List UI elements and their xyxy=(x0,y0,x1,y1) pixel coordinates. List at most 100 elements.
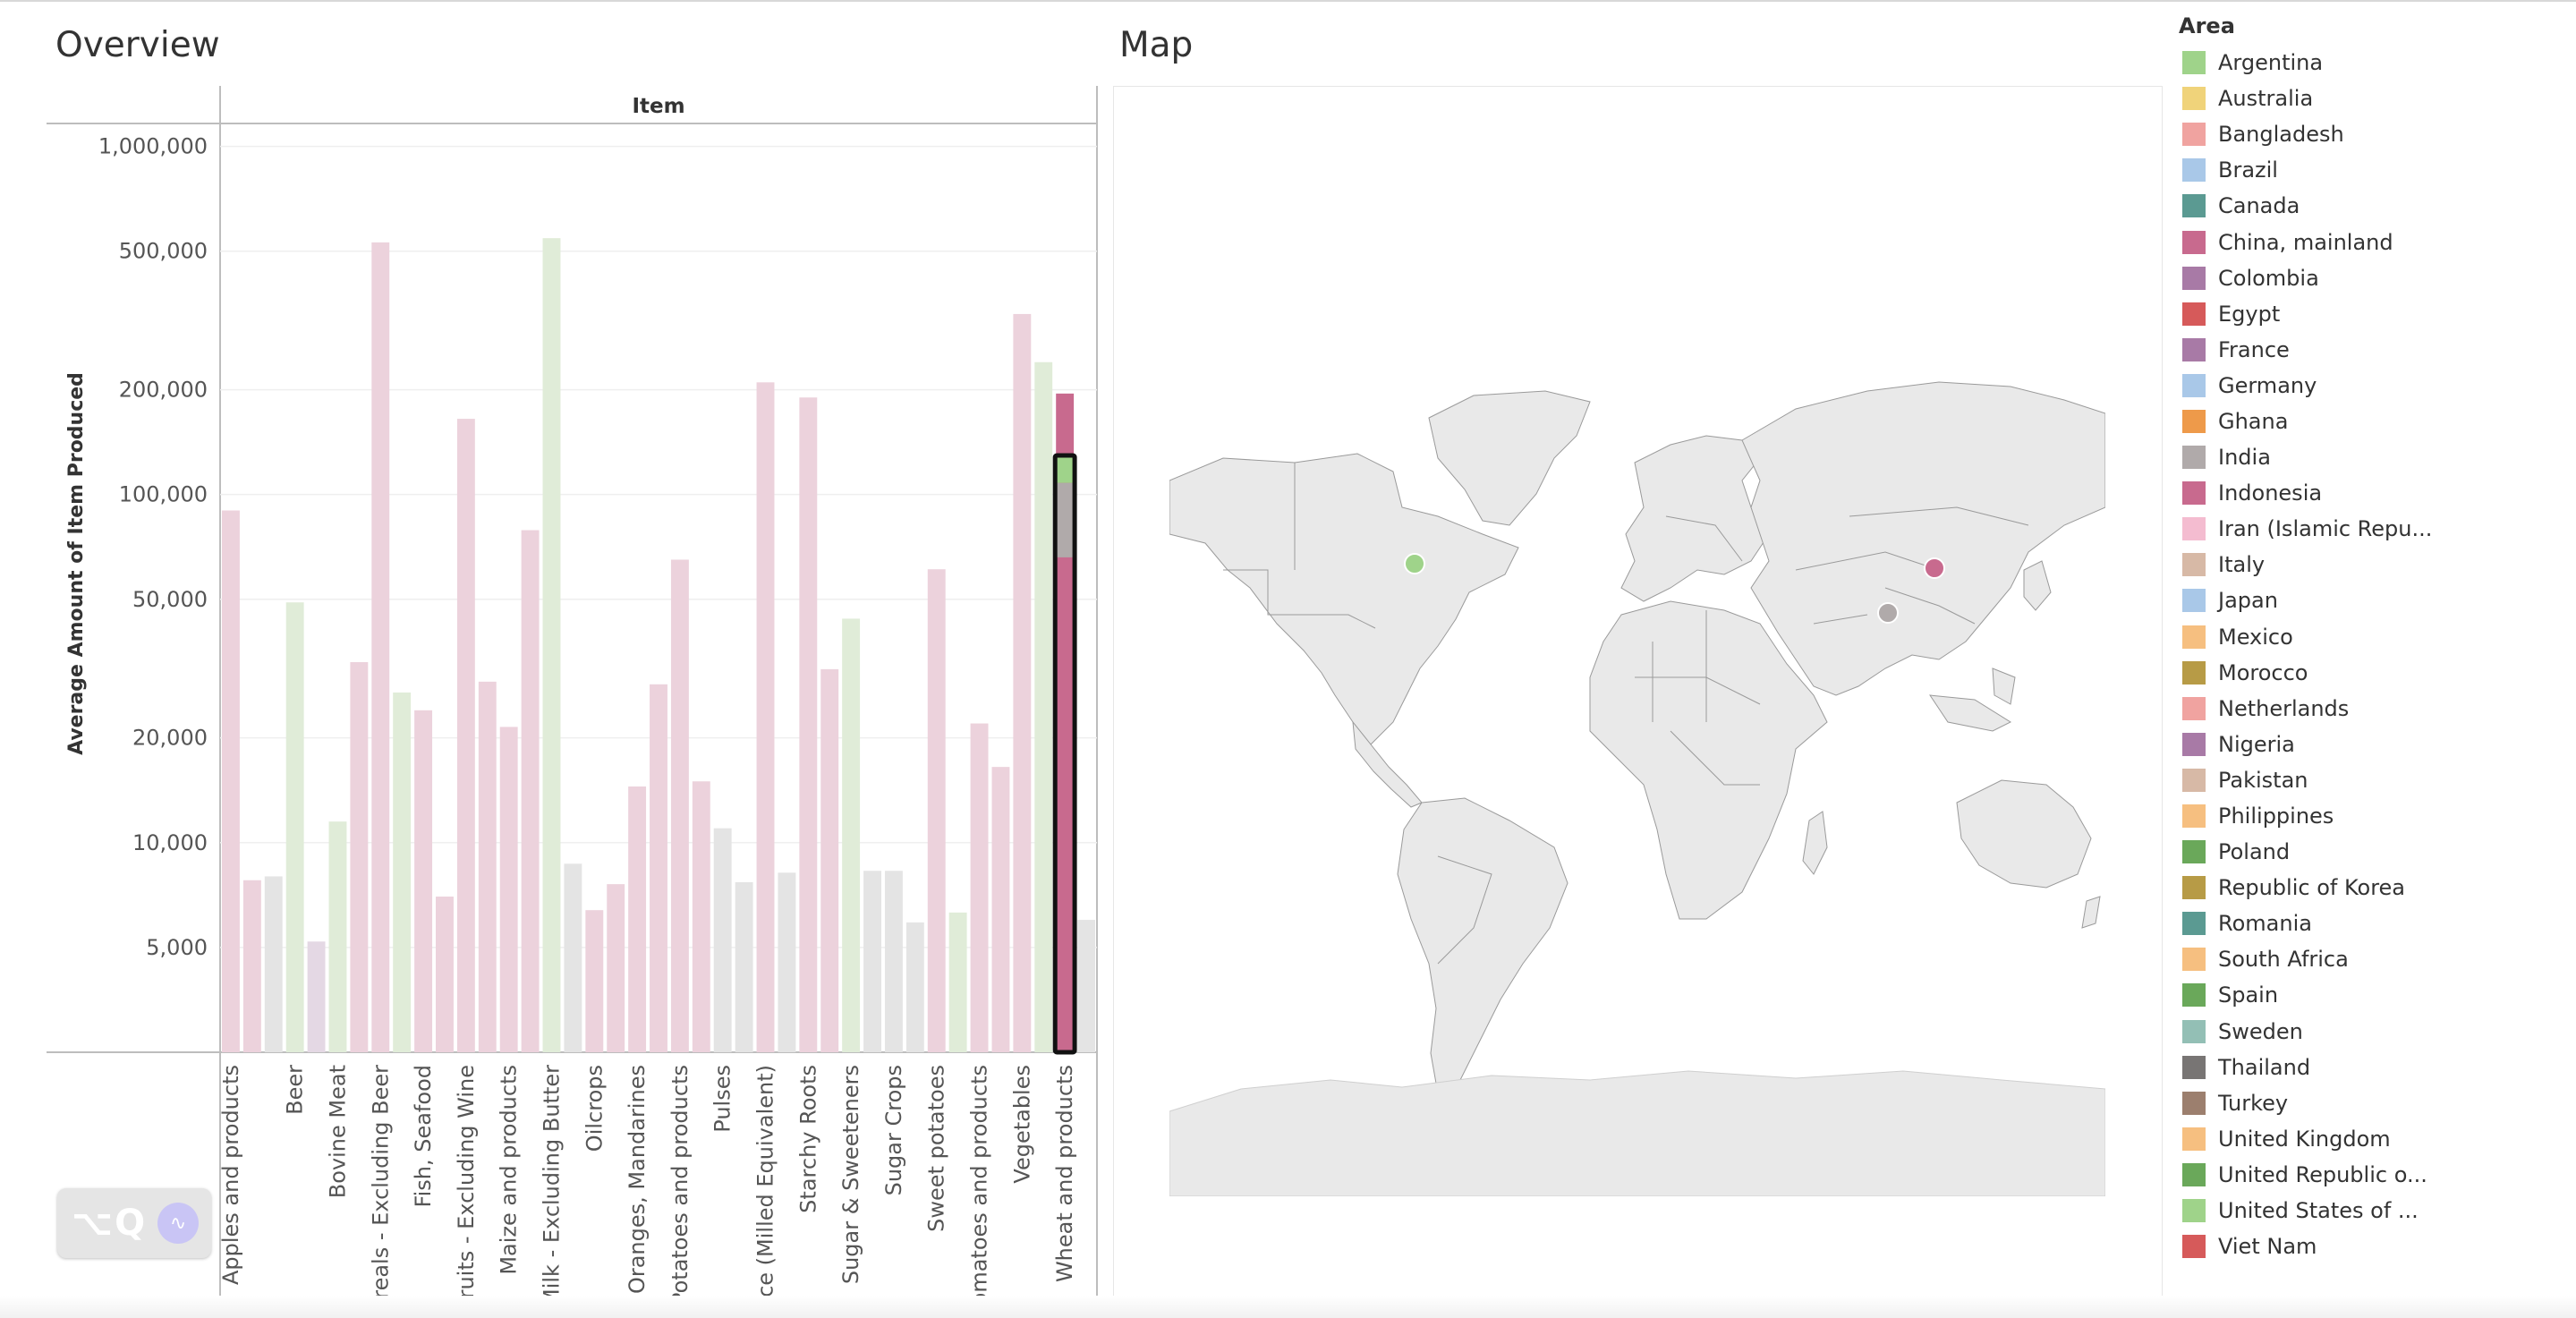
legend-label: Thailand xyxy=(2218,1054,2311,1080)
legend-item[interactable]: Philippines xyxy=(2177,798,2571,834)
legend-item[interactable]: Italy xyxy=(2177,547,2571,582)
bar[interactable] xyxy=(564,863,582,1052)
bar[interactable] xyxy=(1034,361,1053,1052)
waveform-icon[interactable]: ∿ xyxy=(157,1203,200,1244)
world-map[interactable] xyxy=(1169,302,2105,1196)
legend-item[interactable]: United States of ... xyxy=(2177,1193,2571,1229)
legend-item[interactable]: Viet Nam xyxy=(2177,1229,2571,1264)
legend-item[interactable]: Brazil xyxy=(2177,152,2571,188)
bar[interactable] xyxy=(521,530,540,1052)
bar[interactable] xyxy=(393,692,412,1052)
x-category-label: Bovine Meat xyxy=(325,1065,350,1198)
app-logo-badge[interactable]: ⌥Q ∿ xyxy=(57,1188,211,1258)
legend-label: Iran (Islamic Repu... xyxy=(2218,516,2433,542)
legend-item[interactable]: United Republic o... xyxy=(2177,1157,2571,1193)
map-marker[interactable] xyxy=(1404,553,1425,574)
legend-item[interactable]: Thailand xyxy=(2177,1050,2571,1085)
legend-item[interactable]: China, mainland xyxy=(2177,224,2571,259)
map-marker[interactable] xyxy=(1924,557,1945,579)
bar[interactable] xyxy=(991,767,1010,1052)
legend-item[interactable]: South Africa xyxy=(2177,941,2571,977)
legend-item[interactable]: Egypt xyxy=(2177,296,2571,332)
bar[interactable] xyxy=(350,662,369,1052)
y-tick-label: 50,000 xyxy=(132,587,208,612)
legend-item[interactable]: Bangladesh xyxy=(2177,116,2571,152)
bar[interactable] xyxy=(607,884,625,1052)
legend-item[interactable]: Mexico xyxy=(2177,619,2571,655)
bar[interactable] xyxy=(820,668,839,1052)
bar[interactable] xyxy=(628,786,647,1052)
legend-item[interactable]: Iran (Islamic Repu... xyxy=(2177,511,2571,547)
landmasses xyxy=(1169,381,2105,1196)
bar[interactable] xyxy=(585,910,604,1052)
legend-item[interactable]: Sweden xyxy=(2177,1014,2571,1050)
legend-item[interactable]: Ghana xyxy=(2177,404,2571,439)
legend-item[interactable]: Pakistan xyxy=(2177,762,2571,798)
bar[interactable] xyxy=(436,897,454,1052)
bar[interactable] xyxy=(285,602,304,1052)
legend-item[interactable]: Argentina xyxy=(2177,45,2571,81)
overview-bar-chart[interactable]: 5,000 10,000 20,000 50,000 100,000 200,000 500… xyxy=(0,0,1109,1318)
legend-item[interactable]: Australia xyxy=(2177,81,2571,116)
legend-item[interactable]: Romania xyxy=(2177,906,2571,941)
legend-item[interactable]: Japan xyxy=(2177,582,2571,618)
selected-bar-segment[interactable] xyxy=(1056,557,1075,1052)
area-legend[interactable]: Area Argentina Australia Bangladesh Brazil C… xyxy=(2177,13,2571,1264)
bar[interactable] xyxy=(307,941,326,1052)
legend-item[interactable]: Germany xyxy=(2177,368,2571,404)
bar[interactable] xyxy=(842,618,861,1052)
bar[interactable] xyxy=(542,238,561,1052)
bar[interactable] xyxy=(948,912,967,1052)
bar[interactable] xyxy=(863,871,881,1052)
legend-item[interactable]: France xyxy=(2177,332,2571,368)
bar[interactable] xyxy=(242,880,261,1052)
bar[interactable] xyxy=(328,821,347,1052)
legend-item[interactable]: Colombia xyxy=(2177,260,2571,296)
bar[interactable] xyxy=(970,723,989,1052)
legend-label: Argentina xyxy=(2218,50,2324,76)
legend-item[interactable]: Republic of Korea xyxy=(2177,870,2571,906)
map-marker[interactable] xyxy=(1877,602,1899,624)
bar[interactable] xyxy=(884,871,903,1052)
legend-item[interactable]: Indonesia xyxy=(2177,475,2571,511)
x-category-label: Potatoes and products xyxy=(667,1065,693,1305)
legend-item[interactable]: United Kingdom xyxy=(2177,1121,2571,1157)
y-tick-label: 200,000 xyxy=(119,378,208,403)
legend-item[interactable]: India xyxy=(2177,439,2571,475)
bar[interactable] xyxy=(1013,313,1032,1053)
bar[interactable] xyxy=(799,397,818,1052)
legend-item[interactable]: Morocco xyxy=(2177,655,2571,691)
bar[interactable] xyxy=(478,681,497,1052)
bar[interactable] xyxy=(371,242,390,1052)
legend-item[interactable]: Netherlands xyxy=(2177,691,2571,727)
bar[interactable] xyxy=(650,684,667,1052)
selected-bar-outline[interactable] xyxy=(1052,453,1077,1055)
bar[interactable] xyxy=(927,569,946,1052)
selected-bar-segment[interactable] xyxy=(1056,482,1075,557)
legend-item[interactable]: Poland xyxy=(2177,834,2571,870)
bar[interactable] xyxy=(735,881,753,1052)
bar[interactable] xyxy=(756,382,775,1052)
bar[interactable] xyxy=(692,781,710,1052)
bar[interactable] xyxy=(778,872,796,1052)
legend-item[interactable]: Turkey xyxy=(2177,1085,2571,1121)
legend-label: Turkey xyxy=(2218,1090,2289,1116)
legend-label: United Kingdom xyxy=(2218,1126,2391,1152)
bar[interactable] xyxy=(264,876,283,1052)
map-panel[interactable] xyxy=(1113,86,2163,1314)
legend-item[interactable]: Spain xyxy=(2177,977,2571,1013)
legend-item[interactable]: Canada xyxy=(2177,188,2571,224)
selected-bar-segment[interactable] xyxy=(1056,456,1075,483)
overview-title: Overview xyxy=(55,25,220,65)
legend-swatch xyxy=(2182,517,2206,541)
bar[interactable] xyxy=(1077,920,1095,1052)
bar[interactable] xyxy=(499,727,518,1052)
legend-swatch xyxy=(2182,840,2206,864)
bar[interactable] xyxy=(670,559,689,1052)
bar[interactable] xyxy=(414,710,433,1052)
bar[interactable] xyxy=(905,922,924,1052)
bar[interactable] xyxy=(222,510,240,1052)
legend-item[interactable]: Nigeria xyxy=(2177,727,2571,762)
bar[interactable] xyxy=(713,828,732,1052)
bar[interactable] xyxy=(456,419,475,1053)
